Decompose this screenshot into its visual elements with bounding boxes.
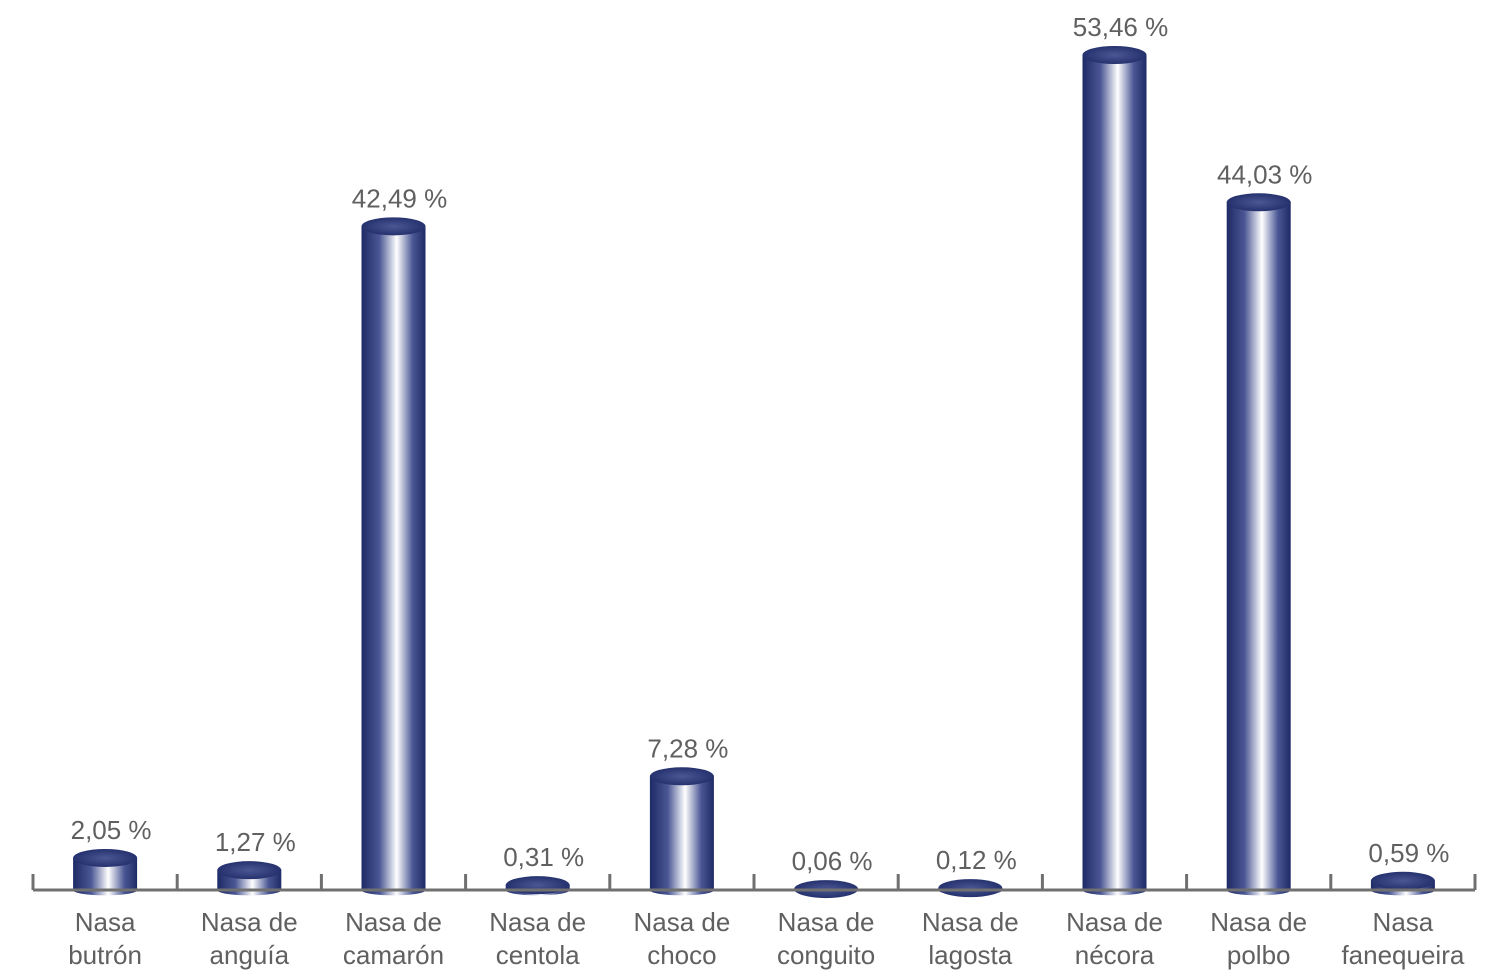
value-label: 42,49 %: [352, 183, 447, 213]
category-label: centola: [496, 940, 580, 970]
category-label: conguito: [777, 940, 875, 970]
bar-body: [1226, 202, 1291, 890]
bar-cap: [649, 767, 714, 786]
category-label: Nasa de: [489, 907, 586, 937]
category-label: Nasa de: [633, 907, 730, 937]
category-label: polbo: [1227, 940, 1291, 970]
bar-cap: [73, 848, 138, 867]
x-axis: [31, 874, 1477, 892]
bar: [649, 767, 714, 896]
category-label: Nasa: [1373, 907, 1434, 937]
bar-cap: [1082, 46, 1147, 64]
value-label: 0,59 %: [1368, 838, 1449, 868]
category-label: Nasa de: [1210, 907, 1307, 937]
bar-body: [649, 776, 714, 890]
category-label: Nasa de: [922, 907, 1019, 937]
bar: [938, 879, 1003, 898]
bar: [505, 876, 570, 896]
bar-cap: [1226, 193, 1291, 212]
category-label: Nasa de: [1066, 907, 1163, 937]
bar: [361, 217, 426, 896]
value-label: 0,31 %: [503, 842, 584, 872]
bar-cap: [217, 861, 282, 880]
value-label: 53,46 %: [1073, 12, 1168, 42]
bar: [1226, 193, 1291, 896]
bar-cap: [361, 217, 426, 236]
category-label: Nasa de: [345, 907, 442, 937]
bar: [1082, 46, 1147, 896]
value-label: 7,28 %: [647, 733, 728, 763]
bar-cap: [1370, 871, 1435, 890]
category-label: nécora: [1075, 940, 1155, 970]
bar-body: [1082, 55, 1147, 890]
bar: [1370, 871, 1435, 896]
category-label: butrón: [68, 940, 142, 970]
category-label: choco: [647, 940, 716, 970]
value-label: 44,03 %: [1217, 159, 1312, 189]
bar: [217, 861, 282, 896]
value-label: 0,06 %: [792, 846, 873, 876]
category-label: fanequeira: [1341, 940, 1464, 970]
category-label: anguía: [210, 940, 290, 970]
category-label: lagosta: [928, 940, 1012, 970]
category-label: Nasa de: [201, 907, 298, 937]
category-label: Nasa de: [778, 907, 875, 937]
bars-layer: [73, 46, 1435, 899]
value-label: 0,12 %: [936, 845, 1017, 875]
category-label: Nasa: [75, 907, 136, 937]
category-label: camarón: [343, 940, 444, 970]
bar-cap: [938, 879, 1003, 898]
value-label: 1,27 %: [215, 827, 296, 857]
bar: [73, 848, 138, 896]
value-label: 2,05 %: [71, 815, 152, 845]
bar-body: [361, 226, 426, 891]
